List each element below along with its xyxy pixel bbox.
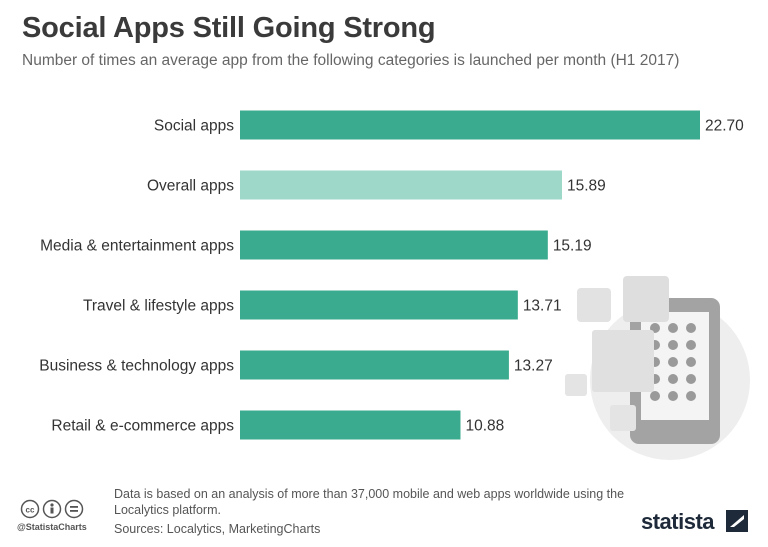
bar xyxy=(240,230,548,260)
cc-icon: cc xyxy=(20,499,40,519)
category-label: Social apps xyxy=(154,118,234,135)
keypad-dot xyxy=(668,357,678,367)
svg-text:cc: cc xyxy=(26,506,35,515)
value-label: 15.19 xyxy=(553,238,592,255)
keypad-dot xyxy=(668,391,678,401)
chart-subtitle: Number of times an average app from the … xyxy=(22,52,680,69)
keypad-dot xyxy=(668,323,678,333)
footer-note: Data is based on an analysis of more tha… xyxy=(114,487,625,517)
attribution-icon xyxy=(42,499,62,519)
bar xyxy=(240,110,700,140)
statista-logo-text: statista xyxy=(641,509,715,534)
footer-sources: Sources: Localytics, MarketingCharts xyxy=(114,522,321,536)
category-label: Media & entertainment apps xyxy=(40,238,234,255)
statista-handle: @StatistaCharts xyxy=(17,522,87,532)
tablet-illustration-icon xyxy=(565,276,750,460)
category-label: Overall apps xyxy=(147,178,234,195)
keypad-dot xyxy=(686,340,696,350)
bar-chart: Social apps 22.70 Overall apps 15.89 Media &… xyxy=(39,110,750,460)
no-derivatives-icon xyxy=(64,499,84,519)
bar xyxy=(240,350,509,380)
license-icons: cc xyxy=(20,499,100,524)
bar xyxy=(240,290,518,320)
keypad-dot xyxy=(650,391,660,401)
statista-logo-icon xyxy=(726,510,748,532)
bar xyxy=(240,410,461,440)
bar xyxy=(240,170,562,200)
keypad-dot xyxy=(686,357,696,367)
keypad-dot xyxy=(668,374,678,384)
keypad-dot xyxy=(686,391,696,401)
keypad-dot xyxy=(686,374,696,384)
value-label: 15.89 xyxy=(567,178,606,195)
value-label: 13.27 xyxy=(514,358,553,375)
value-label: 13.71 xyxy=(523,298,562,315)
value-label: 22.70 xyxy=(705,118,744,135)
chart-title: Social Apps Still Going Strong xyxy=(22,12,436,44)
category-label: Travel & lifestyle apps xyxy=(83,298,234,315)
keypad-dot xyxy=(686,323,696,333)
category-label: Retail & e-commerce apps xyxy=(51,418,234,435)
keypad-dot xyxy=(668,340,678,350)
category-label: Business & technology apps xyxy=(39,358,234,375)
value-label: 10.88 xyxy=(465,418,504,435)
